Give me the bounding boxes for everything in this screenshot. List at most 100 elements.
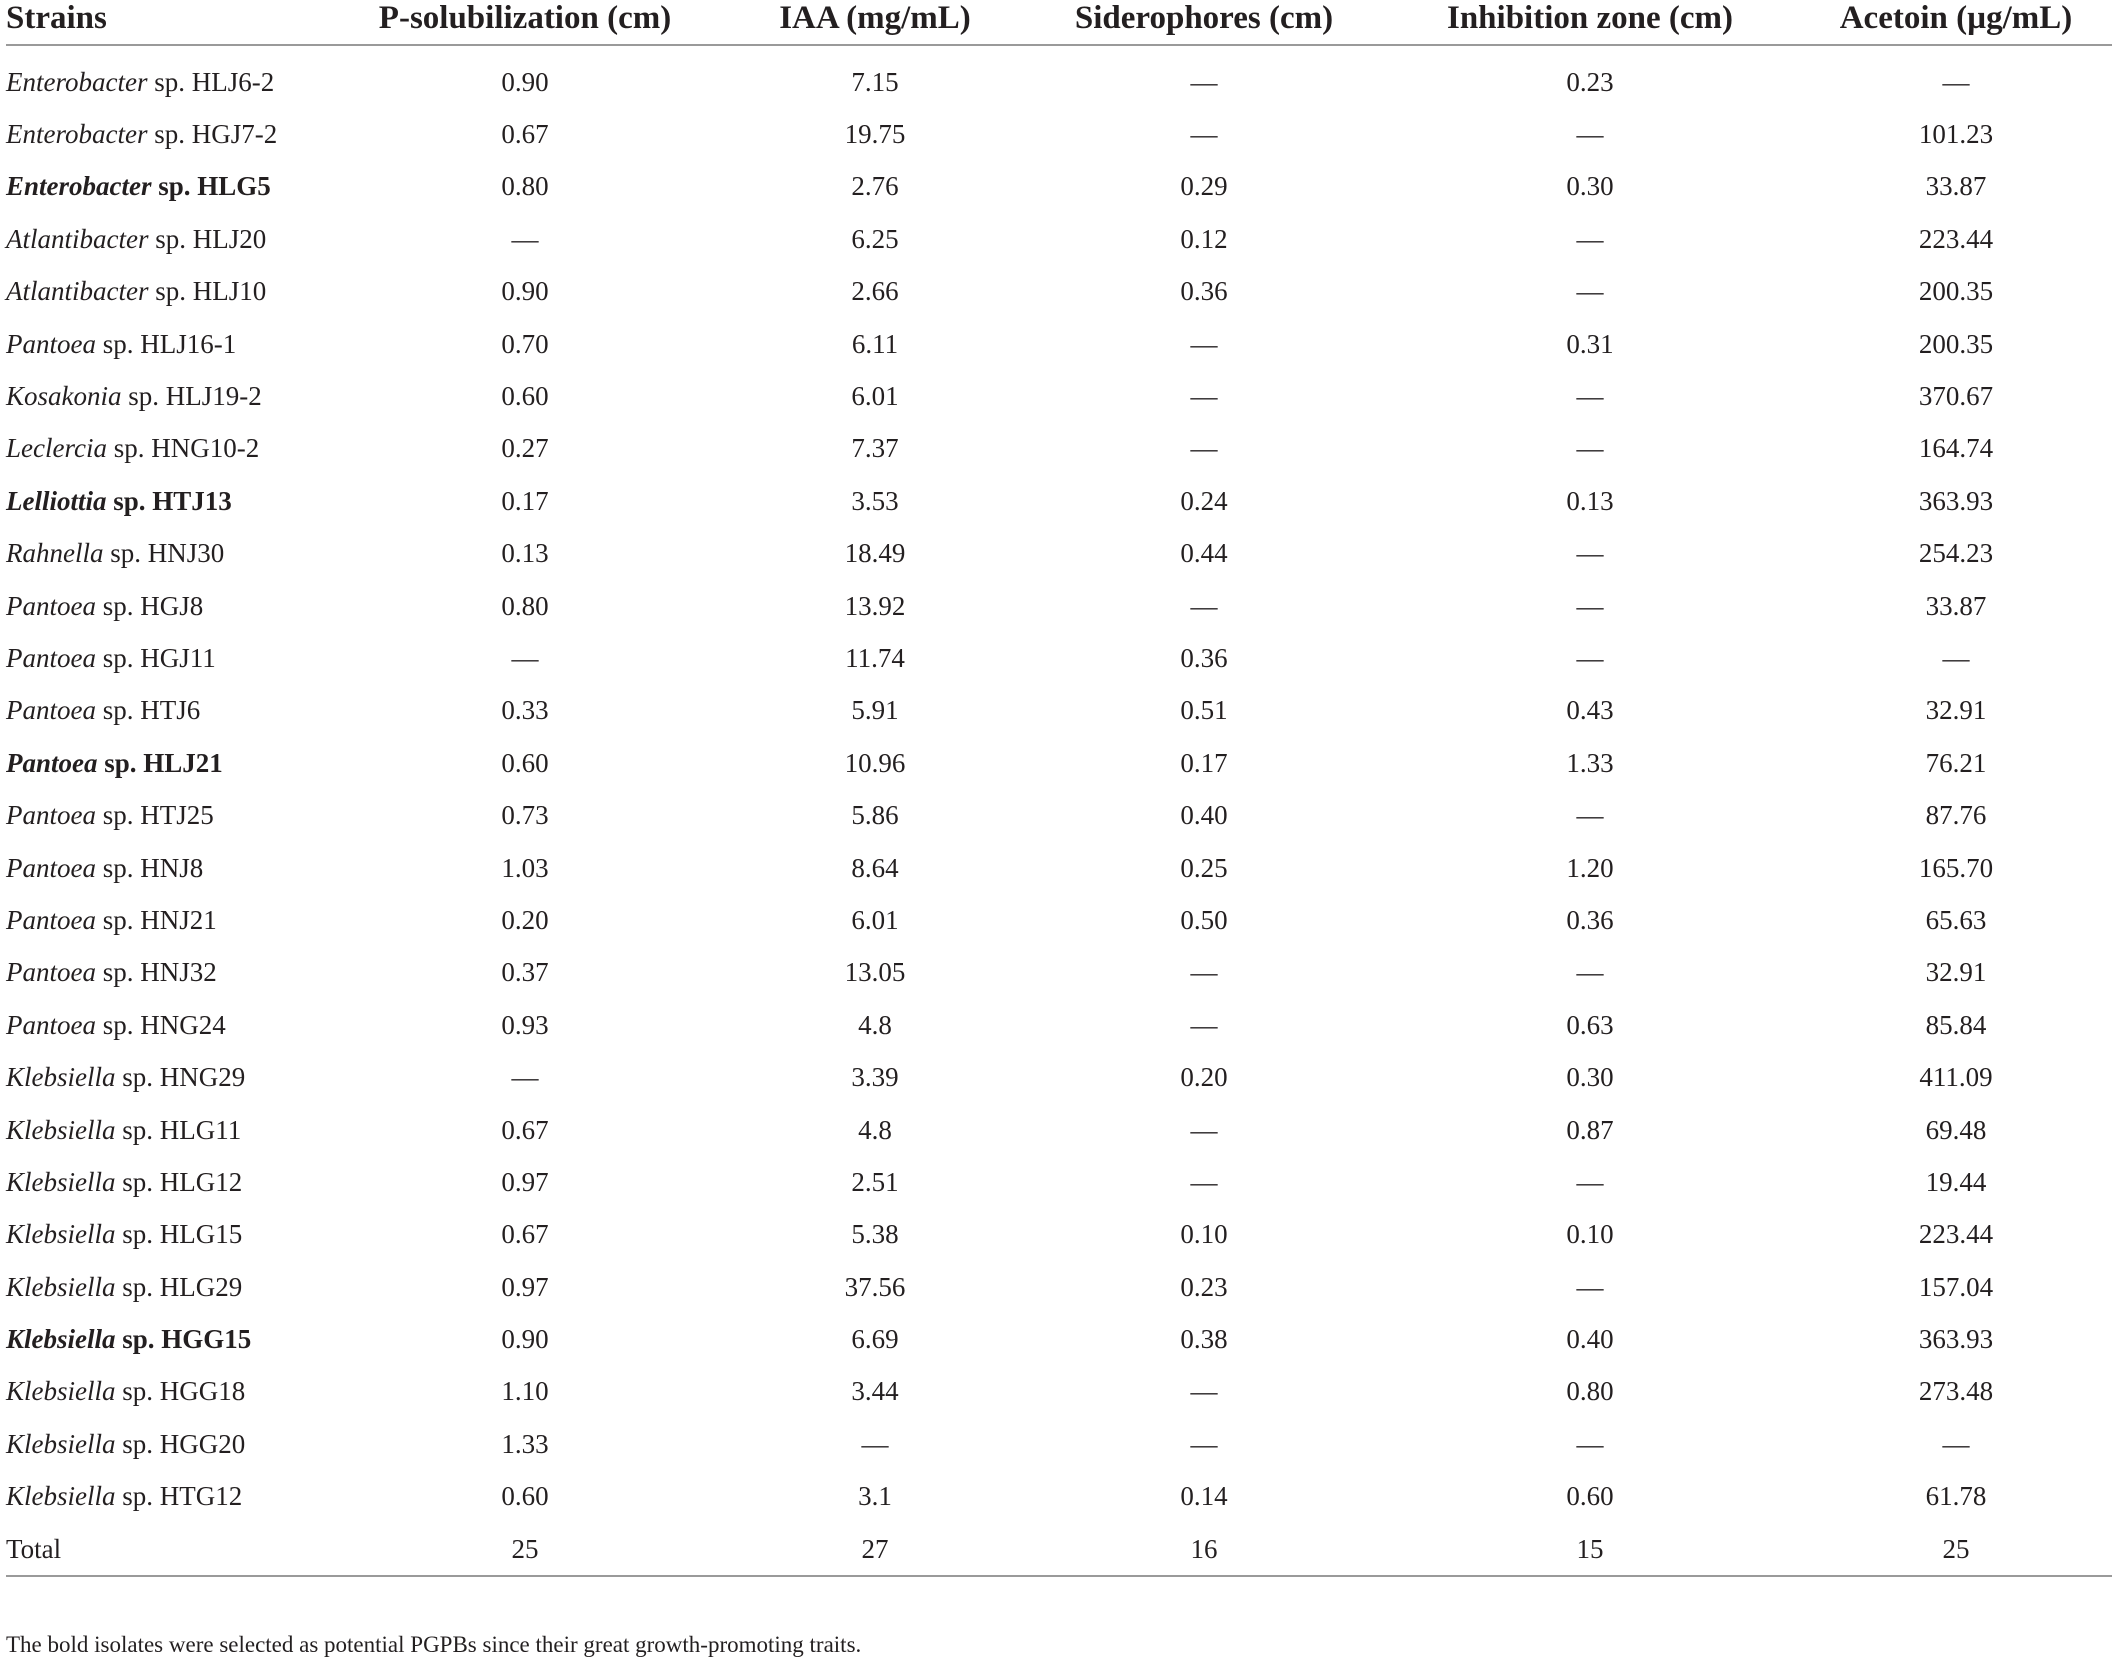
total-p-solubilization-cell: 25 bbox=[511, 1533, 539, 1564]
inhibition-zone-cell: 0.63 bbox=[1566, 1009, 1614, 1040]
siderophores-cell: 0.29 bbox=[1180, 171, 1228, 202]
table-footnote: The bold isolates were selected as poten… bbox=[6, 1632, 862, 1657]
iaa-cell: 7.37 bbox=[851, 433, 899, 464]
p-solubilization-cell: 0.20 bbox=[501, 904, 549, 935]
p-solubilization-cell: 0.17 bbox=[501, 485, 549, 516]
acetoin-cell: — bbox=[1942, 66, 1970, 97]
inhibition-zone-cell: — bbox=[1576, 590, 1604, 621]
table-row: Klebsiella sp. HLG15 0.67 5.38 0.10 0.10 223.… bbox=[6, 1209, 2112, 1261]
p-solubilization-cell: 0.90 bbox=[501, 66, 549, 97]
header-acetoin: Acetoin (µg/mL) bbox=[1839, 0, 2073, 36]
genus-name: Pantoea bbox=[6, 852, 96, 883]
strain-id: sp. HTJ6 bbox=[95, 695, 201, 726]
siderophores-cell: 0.50 bbox=[1180, 904, 1228, 935]
siderophores-cell: 0.38 bbox=[1180, 1324, 1228, 1355]
genus-name: Klebsiella bbox=[6, 1376, 116, 1407]
table-row: Enterobacter sp. HGJ7-2 0.67 19.75 — — 101.23 bbox=[6, 108, 2112, 160]
acetoin-cell: 33.87 bbox=[1925, 171, 1987, 202]
header-strains: Strains bbox=[6, 0, 107, 36]
acetoin-cell: 32.91 bbox=[1925, 957, 1987, 988]
strain-name-cell: Pantoea sp. HNJ32 bbox=[6, 947, 328, 999]
strain-name-cell: Enterobacter sp. HLG5 bbox=[6, 161, 328, 213]
strain-id: sp. HLG12 bbox=[115, 1166, 243, 1197]
siderophores-cell: 0.17 bbox=[1180, 747, 1228, 778]
siderophores-cell: — bbox=[1190, 381, 1218, 412]
genus-name: Klebsiella bbox=[6, 1428, 116, 1459]
p-solubilization-cell: 0.60 bbox=[501, 747, 549, 778]
table-body: Enterobacter sp. HLJ6-2 0.90 7.15—0.23— Ent… bbox=[6, 45, 2112, 1577]
acetoin-cell: 69.48 bbox=[1925, 1114, 1987, 1145]
acetoin-cell: 370.67 bbox=[1918, 381, 1994, 412]
strain-name-cell: Pantoea sp. HLJ21 bbox=[6, 737, 328, 789]
genus-name: Atlantibacter bbox=[6, 223, 149, 254]
pgpb-traits-table: Strains P-solubilization (cm) IAA (mg/mL… bbox=[6, 0, 2112, 1577]
genus-name: Pantoea bbox=[6, 642, 96, 673]
acetoin-cell: 157.04 bbox=[1918, 1271, 1994, 1302]
strain-id: sp. HLJ21 bbox=[97, 747, 223, 778]
inhibition-zone-cell: 1.20 bbox=[1566, 852, 1614, 883]
p-solubilization-cell: 0.93 bbox=[501, 1009, 549, 1040]
p-solubilization-cell: — bbox=[511, 1062, 539, 1093]
p-solubilization-cell: 0.90 bbox=[501, 1324, 549, 1355]
strain-id: sp. HNJ32 bbox=[95, 957, 217, 988]
p-solubilization-cell: 1.33 bbox=[501, 1428, 549, 1459]
iaa-cell: 3.1 bbox=[858, 1481, 892, 1512]
acetoin-cell: 273.48 bbox=[1918, 1376, 1994, 1407]
results-table-container: Strains P-solubilization (cm) IAA (mg/mL… bbox=[6, 0, 2112, 1577]
siderophores-cell: 0.25 bbox=[1180, 852, 1228, 883]
acetoin-cell: 33.87 bbox=[1925, 590, 1987, 621]
inhibition-zone-cell: — bbox=[1576, 1428, 1604, 1459]
p-solubilization-cell: 0.80 bbox=[501, 171, 549, 202]
genus-name: Klebsiella bbox=[6, 1324, 116, 1355]
acetoin-cell: 411.09 bbox=[1919, 1062, 1993, 1093]
siderophores-cell: — bbox=[1190, 1166, 1218, 1197]
strain-id: sp. HNJ30 bbox=[103, 538, 225, 569]
table-row: Pantoea sp. HTJ25 0.73 5.86 0.40 — 87.76 bbox=[6, 789, 2112, 841]
table-row: Pantoea sp. HLJ21 0.60 10.96 0.17 1.33 76.21 bbox=[6, 737, 2112, 789]
strain-name-cell: Klebsiella sp. HLG15 bbox=[6, 1209, 328, 1261]
siderophores-cell: — bbox=[1190, 1428, 1218, 1459]
total-acetoin-cell: 25 bbox=[1942, 1533, 1970, 1564]
acetoin-cell: 32.91 bbox=[1925, 695, 1987, 726]
inhibition-zone-cell: 0.60 bbox=[1566, 1481, 1614, 1512]
iaa-cell: 11.74 bbox=[845, 642, 905, 673]
inhibition-zone-cell: 0.36 bbox=[1566, 904, 1614, 935]
iaa-cell: 18.49 bbox=[844, 538, 906, 569]
genus-name: Pantoea bbox=[6, 800, 96, 831]
genus-name: Pantoea bbox=[6, 1009, 96, 1040]
inhibition-zone-cell: — bbox=[1576, 538, 1604, 569]
table-row: Pantoea sp. HNG24 0.93 4.8 — 0.63 85.84 bbox=[6, 999, 2112, 1051]
inhibition-zone-cell: 0.13 bbox=[1566, 485, 1614, 516]
strain-name-cell: Pantoea sp. HTJ25 bbox=[6, 789, 328, 841]
table-row: Atlantibacter sp. HLJ10 0.90 2.66 0.36 — 200.… bbox=[6, 266, 2112, 318]
header-siderophores: Siderophores (cm) bbox=[1074, 0, 1334, 36]
table-row: Klebsiella sp. HTG12 0.60 3.1 0.14 0.60 61.78 bbox=[6, 1471, 2112, 1523]
strain-id: sp. HTG12 bbox=[115, 1481, 243, 1512]
acetoin-cell: 85.84 bbox=[1925, 1009, 1987, 1040]
inhibition-zone-cell: — bbox=[1576, 223, 1604, 254]
strain-id: sp. HLG11 bbox=[115, 1114, 242, 1145]
strain-name-cell: Klebsiella sp. HGG15 bbox=[6, 1313, 328, 1365]
strain-name-cell: Klebsiella sp. HGG20 bbox=[6, 1418, 328, 1470]
genus-name: Klebsiella bbox=[6, 1166, 116, 1197]
strain-id: sp. HGG18 bbox=[115, 1376, 246, 1407]
iaa-cell: 3.39 bbox=[851, 1062, 899, 1093]
acetoin-cell: 363.93 bbox=[1918, 485, 1994, 516]
strain-name-cell: Klebsiella sp. HGG18 bbox=[6, 1366, 328, 1418]
inhibition-zone-cell: 0.43 bbox=[1566, 695, 1614, 726]
strain-id: sp. HLJ10 bbox=[148, 276, 267, 307]
p-solubilization-cell: — bbox=[511, 223, 539, 254]
strain-id: sp. HNJ21 bbox=[95, 904, 217, 935]
total-inhibition-zone-cell: 15 bbox=[1576, 1533, 1604, 1564]
strain-id: sp. HLJ16-1 bbox=[95, 328, 237, 359]
header-p-solubilization: P-solubilization (cm) bbox=[378, 0, 672, 36]
iaa-cell: 6.01 bbox=[851, 381, 899, 412]
siderophores-cell: — bbox=[1190, 119, 1218, 150]
table-row: Pantoea sp. HNJ8 1.03 8.64 0.25 1.20 165.70 bbox=[6, 842, 2112, 894]
siderophores-cell: 0.20 bbox=[1180, 1062, 1228, 1093]
inhibition-zone-cell: — bbox=[1576, 957, 1604, 988]
iaa-cell: 7.15 bbox=[851, 66, 899, 97]
iaa-cell: 8.64 bbox=[851, 852, 899, 883]
genus-name: Pantoea bbox=[6, 328, 96, 359]
iaa-cell: 5.91 bbox=[851, 695, 899, 726]
